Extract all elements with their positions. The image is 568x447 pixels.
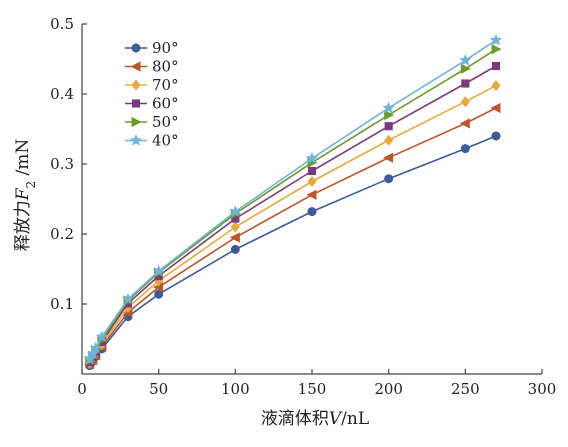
series-line — [89, 135, 497, 367]
legend-entry: 70° — [125, 76, 179, 94]
x-axis-title: 液滴体积V/nL — [261, 409, 369, 429]
data-point-marker — [121, 292, 135, 305]
legend-entry: 50° — [125, 113, 179, 131]
data-point-marker — [384, 134, 394, 146]
y-tick-label: 0.5 — [50, 15, 74, 33]
data-point-marker — [130, 61, 141, 72]
x-tick-label: 100 — [221, 380, 250, 398]
data-point-marker — [305, 151, 319, 164]
data-point-marker — [229, 205, 242, 217]
legend-entry: 80° — [125, 58, 179, 76]
legend: 90°80°70°60°50°40° — [125, 39, 179, 150]
legend-label: 60° — [152, 95, 179, 113]
data-point-marker — [307, 207, 317, 217]
x-tick-label: 250 — [451, 380, 480, 398]
data-point-marker — [460, 63, 471, 74]
legend-label: 70° — [152, 76, 179, 94]
data-point-marker — [131, 116, 142, 128]
data-point-marker — [129, 134, 143, 146]
data-point-marker — [490, 102, 501, 114]
data-point-marker — [459, 53, 472, 66]
y-tick-label: 0.2 — [50, 225, 74, 243]
series-line — [89, 107, 497, 365]
x-axis-title-unit: /nL — [341, 409, 369, 429]
data-point-marker — [383, 152, 394, 163]
data-point-marker — [460, 144, 470, 154]
series-4 — [85, 61, 501, 367]
data-point-marker — [307, 175, 317, 188]
x-tick-label: 150 — [298, 380, 327, 398]
y-axis-title-subscript: 2 — [24, 181, 38, 189]
data-point-marker — [152, 264, 165, 277]
data-point-marker — [491, 61, 501, 71]
data-point-marker — [384, 109, 395, 121]
x-axis-title-variable: V — [329, 409, 343, 429]
series-2 — [84, 102, 501, 370]
data-point-marker — [131, 43, 141, 53]
data-point-marker — [229, 232, 240, 243]
y-axis-title-prefix: 释放力 — [13, 200, 33, 251]
x-tick-label: 50 — [149, 380, 168, 398]
data-point-marker — [384, 122, 393, 131]
x-tick-label: 0 — [77, 380, 87, 398]
data-point-marker — [306, 189, 317, 200]
data-point-marker — [89, 341, 102, 354]
legend-label: 40° — [152, 132, 179, 150]
data-point-marker — [489, 33, 503, 46]
data-point-marker — [459, 118, 470, 129]
series-group — [83, 33, 503, 371]
data-point-marker — [491, 80, 501, 92]
data-point-marker — [230, 221, 240, 233]
data-point-marker — [491, 44, 502, 55]
legend-label: 80° — [152, 58, 179, 76]
legend-entry: 60° — [125, 95, 179, 113]
x-tick-label: 200 — [374, 380, 403, 398]
y-tick-label: 0.4 — [50, 85, 74, 103]
legend-label: 90° — [152, 39, 179, 57]
x-tick-label: 300 — [528, 380, 557, 398]
series-6 — [83, 33, 503, 365]
x-axis-title-prefix: 液滴体积 — [261, 409, 329, 429]
data-point-marker — [131, 99, 141, 108]
y-axis-title: 释放力F2 /mN — [13, 139, 38, 252]
data-point-marker — [384, 174, 394, 184]
data-point-marker — [460, 96, 470, 108]
data-point-marker — [95, 330, 109, 343]
data-point-marker — [131, 79, 141, 91]
series-line — [88, 84, 497, 364]
series-3 — [85, 80, 501, 370]
data-point-marker — [491, 131, 501, 141]
data-point-marker — [230, 244, 240, 254]
legend-entry: 90° — [125, 39, 179, 57]
y-tick-label: 0.1 — [50, 295, 74, 313]
data-point-marker — [307, 166, 317, 176]
data-point-marker — [382, 101, 395, 114]
data-point-marker — [86, 347, 99, 359]
series-1 — [85, 131, 501, 371]
legend-label: 50° — [152, 113, 179, 131]
data-point-marker — [83, 352, 96, 365]
y-axis-title-variable: F — [13, 187, 33, 201]
axes: 0 50 100 150 200 250 300 0.1 0.2 0.3 0.4 0.5 — [50, 15, 556, 398]
data-point-marker — [461, 79, 470, 88]
y-tick-label: 0.3 — [50, 155, 74, 173]
legend-entry: 40° — [125, 132, 179, 150]
y-axis-title-unit: /mN — [13, 139, 33, 181]
series-line — [88, 65, 497, 363]
